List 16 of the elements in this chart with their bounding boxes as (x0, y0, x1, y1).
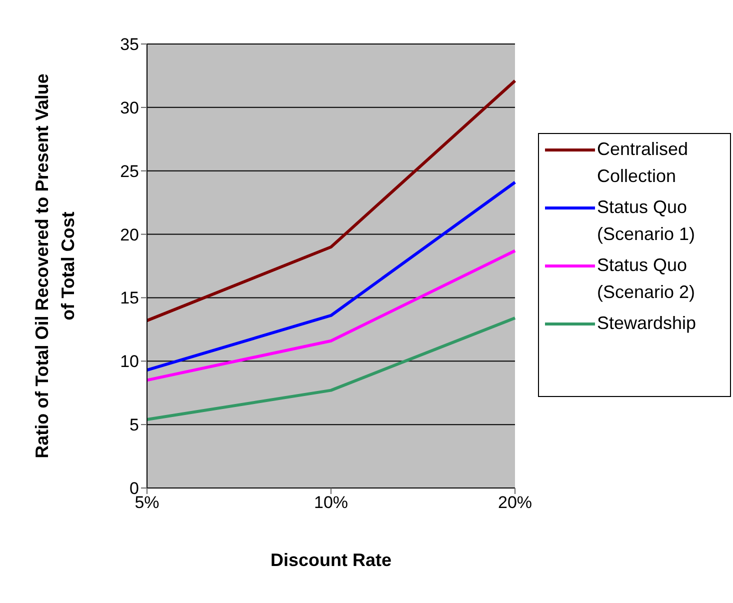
x-tick-label: 10% (314, 493, 348, 512)
y-tick-label: 35 (120, 35, 139, 54)
y-tick-label: 30 (120, 98, 139, 118)
y-tick-label: 10 (120, 352, 139, 372)
x-tick-label: 5% (134, 493, 160, 512)
y-axis-title: Ratio of Total Oil Recovered to Present Value of Total Cost (31, 72, 79, 460)
y-tick-label: 25 (120, 162, 139, 181)
legend-label: Status Quo (Scenario 1) (597, 196, 696, 246)
x-axis-title: Discount Rate (269, 550, 393, 571)
y-tick-label: 5 (130, 416, 139, 435)
x-tick-label: 20% (498, 493, 532, 512)
legend-label: Stewardship (597, 312, 698, 335)
y-tick-label: 15 (120, 288, 139, 308)
y-tick-label: 20 (120, 225, 139, 244)
legend-label: Status Quo (Scenario 2) (597, 254, 696, 304)
legend-label: Centralised Collection (597, 138, 690, 188)
